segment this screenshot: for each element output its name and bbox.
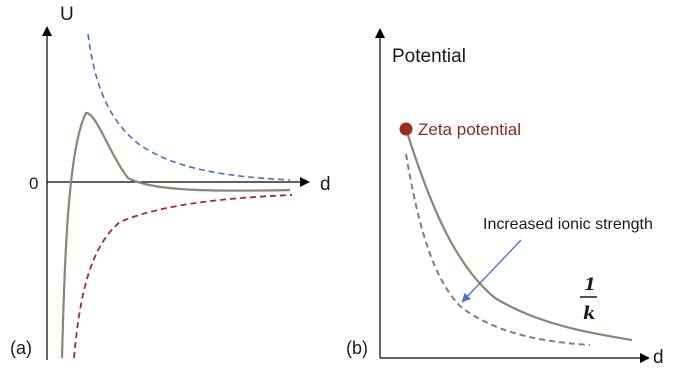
panel-a-total-curve [60, 111, 291, 359]
panel-a-x-axis-label: d [320, 174, 331, 195]
panel-a-attraction-curve [73, 194, 293, 359]
ionic-strength-annotation: Increased ionic strength [483, 216, 653, 233]
debye-numerator: 1 [584, 275, 596, 295]
panel-a-y-axis-label: U [60, 4, 74, 25]
zeta-potential-marker [399, 122, 413, 136]
panel-b-label: (b) [346, 338, 368, 358]
panel-a-repulsion-curve [87, 33, 291, 181]
panel-b-potential-curve [404, 128, 633, 342]
panel-a: U d 0 (a) [10, 4, 331, 360]
panel-b-y-axis-label: Potential [392, 46, 466, 67]
debye-denominator: k [583, 303, 595, 324]
panel-b: Zeta potential Increased ionic strength … [346, 28, 664, 368]
zeta-potential-label: Zeta potential [418, 120, 521, 139]
panel-a-zero-label: 0 [29, 174, 38, 193]
panel-a-label: (a) [10, 338, 32, 358]
panel-b-high-ionic-curve [405, 153, 591, 346]
ionic-strength-arrow [461, 239, 522, 303]
panel-b-x-axis-label: d [653, 347, 664, 368]
